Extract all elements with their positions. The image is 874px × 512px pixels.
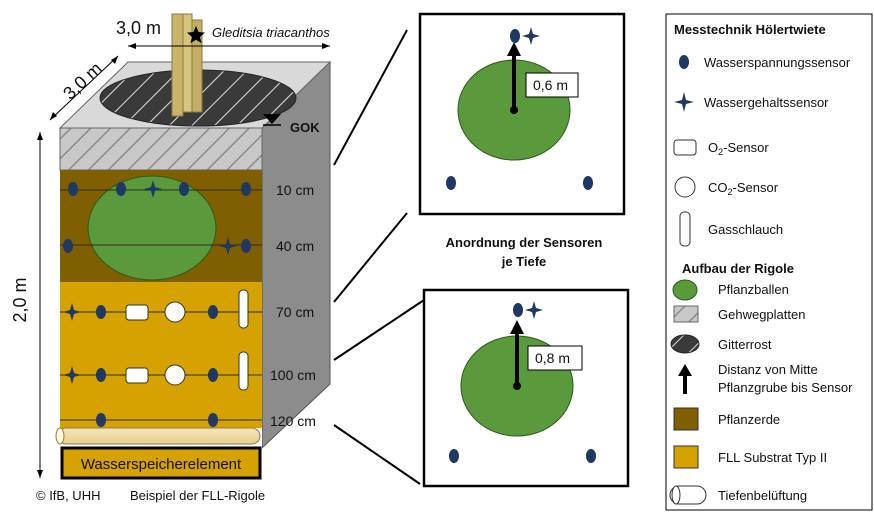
arrangement-panel-bottom: 0,8 m bbox=[422, 288, 630, 488]
water-tension-sensor-icon bbox=[241, 182, 251, 196]
arrangement-title: je Tiefe bbox=[501, 254, 547, 269]
paving-icon bbox=[673, 305, 699, 323]
substrate-icon bbox=[673, 445, 699, 469]
arrow-up-icon bbox=[678, 364, 692, 376]
water-tension-sensor-icon bbox=[63, 239, 73, 253]
paving-layer bbox=[59, 127, 263, 171]
tree-species-label: Gleditsia triacanthos bbox=[212, 25, 330, 40]
co2-sensor-icon bbox=[674, 176, 696, 198]
legend: Messtechnik Hölertwiete Wasserspannungss… bbox=[665, 13, 873, 511]
water-tension-sensor-icon bbox=[208, 413, 218, 427]
legend-label: Gehwegplatten bbox=[718, 307, 805, 322]
water-tension-sensor-icon bbox=[510, 29, 520, 43]
depth-label: 120 cm bbox=[270, 413, 316, 429]
root-ball bbox=[87, 175, 217, 281]
grate-icon bbox=[670, 334, 700, 354]
legend-label: Pflanzerde bbox=[718, 412, 780, 427]
legend-label: Wasserspannungssensor bbox=[704, 55, 851, 70]
arrow-up-icon bbox=[507, 42, 521, 56]
arrow-up-icon bbox=[510, 320, 524, 334]
co2-sensor-icon bbox=[164, 364, 186, 386]
legend-label: Distanz von Mitte bbox=[718, 362, 818, 377]
height-label: 2,0 m bbox=[10, 277, 30, 322]
legend-label: Tiefenbelüftung bbox=[718, 488, 807, 503]
legend-label: Gasschlauch bbox=[708, 222, 783, 237]
o2-sensor-icon bbox=[125, 367, 149, 384]
legend-label: Gitterrost bbox=[718, 337, 772, 352]
water-storage-label: Wasserspeicherelement bbox=[81, 456, 242, 473]
aeration-pipe bbox=[57, 427, 261, 445]
water-tension-sensor-icon bbox=[583, 176, 593, 190]
legend-label: FLL Substrat Typ II bbox=[718, 450, 827, 465]
water-tension-sensor-icon bbox=[96, 305, 106, 319]
top-width-label: 3,0 m bbox=[116, 18, 161, 38]
water-storage-element bbox=[60, 446, 262, 480]
tree-trunk bbox=[171, 13, 203, 117]
water-tension-sensor-icon bbox=[513, 303, 523, 317]
legend-label: CO2-Sensor bbox=[708, 180, 779, 197]
water-tension-sensor-icon bbox=[679, 55, 689, 69]
legend-title-structure: Aufbau der Rigole bbox=[682, 261, 794, 276]
plant-soil-icon bbox=[673, 407, 699, 431]
legend-label: O2-Sensor bbox=[708, 140, 769, 157]
root-ball-icon bbox=[672, 279, 698, 301]
arrangement-panel-top: 0,6 m bbox=[418, 12, 626, 216]
water-tension-sensor-icon bbox=[208, 368, 218, 382]
water-tension-sensor-icon bbox=[586, 449, 596, 463]
gas-hose-icon bbox=[238, 351, 249, 391]
water-tension-sensor-icon bbox=[449, 449, 459, 463]
gas-hose-icon bbox=[238, 289, 249, 329]
ground-level-marker-icon bbox=[263, 114, 281, 124]
depth-label: 40 cm bbox=[276, 238, 314, 254]
copyright-label: © IfB, UHH bbox=[36, 488, 100, 503]
arrangement-title: Anordnung der Sensoren bbox=[446, 235, 603, 250]
depth-label: 70 cm bbox=[276, 304, 314, 320]
ground-level-label: GOK bbox=[290, 120, 320, 135]
substrate-layer bbox=[60, 282, 262, 428]
co2-sensor-icon bbox=[164, 301, 186, 323]
water-tension-sensor-icon bbox=[179, 182, 189, 196]
legend-label: Pflanzballen bbox=[718, 282, 789, 297]
water-tension-sensor-icon bbox=[68, 182, 78, 196]
o2-sensor-icon bbox=[673, 139, 697, 156]
depth-label: 10 cm bbox=[276, 182, 314, 198]
water-tension-sensor-icon bbox=[208, 305, 218, 319]
water-tension-sensor-icon bbox=[96, 368, 106, 382]
water-tension-sensor-icon bbox=[96, 413, 106, 427]
distance-label: 0,8 m bbox=[535, 350, 570, 366]
legend-label: Pflanzgrube bis Sensor bbox=[718, 380, 853, 395]
rigole-box: Wasserspeicherelement bbox=[55, 13, 332, 480]
legend-title-sensors: Messtechnik Hölertwiete bbox=[674, 22, 826, 37]
caption-label: Beispiel der FLL-Rigole bbox=[130, 488, 265, 503]
gas-hose-icon bbox=[679, 211, 691, 247]
water-tension-sensor-icon bbox=[116, 182, 126, 196]
legend-label: Wassergehaltssensor bbox=[704, 95, 829, 110]
distance-label: 0,6 m bbox=[533, 77, 568, 93]
depth-label: 100 cm bbox=[270, 367, 316, 383]
water-tension-sensor-icon bbox=[446, 176, 456, 190]
water-content-sensor-icon bbox=[674, 92, 694, 112]
water-tension-sensor-icon bbox=[241, 239, 251, 253]
star-icon bbox=[187, 26, 205, 44]
o2-sensor-icon bbox=[125, 304, 149, 321]
